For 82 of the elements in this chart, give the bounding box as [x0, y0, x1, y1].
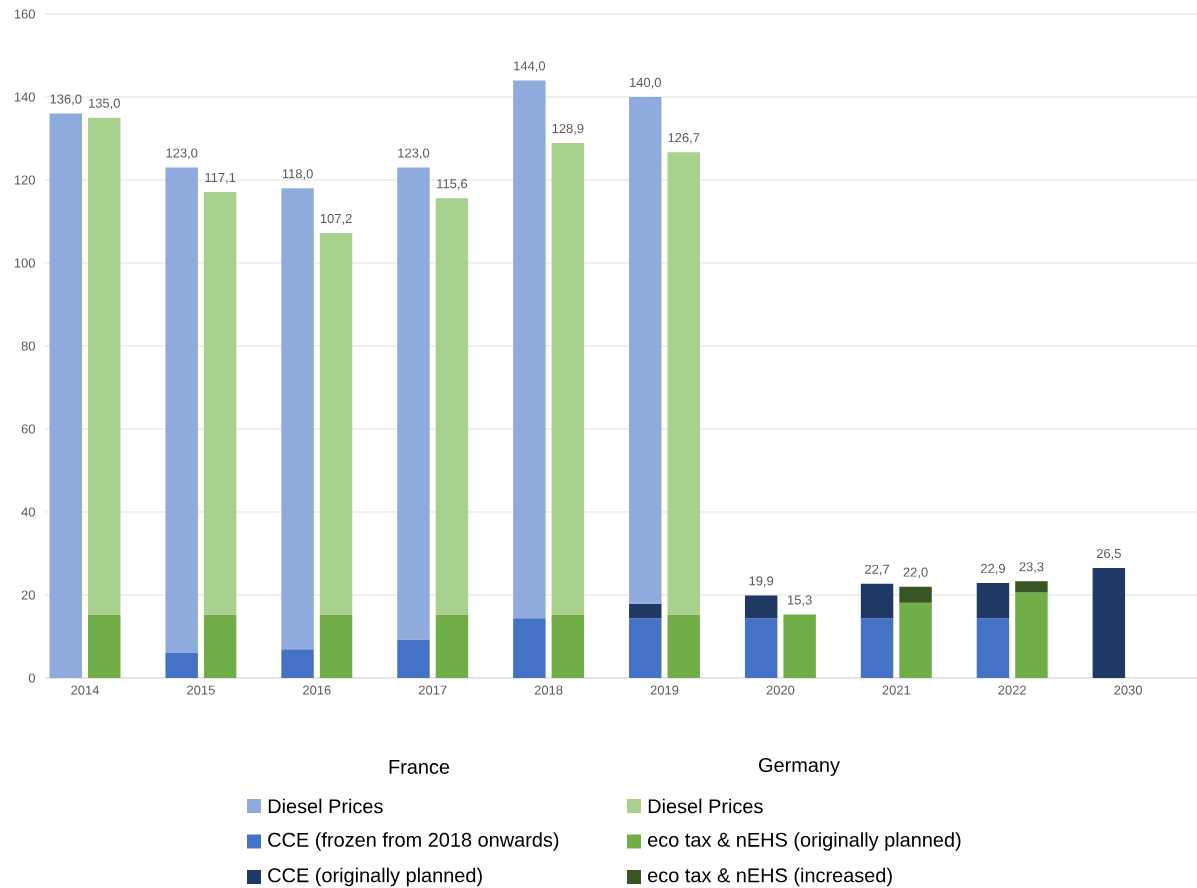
bar — [551, 143, 585, 615]
total-label: 123,0 — [398, 148, 430, 160]
bar — [899, 602, 932, 678]
bar — [667, 152, 700, 615]
bar — [203, 192, 237, 615]
bar — [976, 618, 1010, 678]
bar — [513, 80, 546, 619]
total-label: 107,2 — [320, 213, 352, 225]
total-label: 140,0 — [630, 77, 661, 89]
legend-label: eco tax & nEHS (increased) — [648, 867, 892, 887]
x-tick-label: 2020 — [766, 685, 795, 695]
y-tick-label: 120 — [14, 175, 35, 185]
total-label: 118,0 — [282, 169, 313, 180]
bar — [551, 614, 585, 678]
x-tick-label: 2022 — [998, 685, 1026, 695]
bar — [319, 233, 353, 615]
bar — [744, 618, 778, 678]
legend-title: France — [389, 760, 450, 774]
total-label: 135,0 — [89, 98, 120, 110]
bar — [744, 595, 778, 619]
bar — [860, 618, 894, 678]
bar — [281, 188, 314, 650]
x-tick-label: 2021 — [882, 685, 911, 695]
legend-label: CCE (originally planned) — [268, 867, 482, 887]
bar — [88, 117, 121, 615]
bar — [667, 614, 700, 678]
total-label: 22,0 — [903, 567, 928, 579]
total-label: 115,6 — [437, 179, 468, 190]
total-label: 26,5 — [1096, 548, 1121, 560]
x-tick-label: 2017 — [418, 685, 447, 695]
total-label: 144,0 — [514, 61, 546, 72]
bar — [629, 96, 662, 604]
y-tick-label: 80 — [21, 341, 35, 351]
bar — [435, 198, 469, 615]
legend-label: eco tax & nEHS (originally planned) — [648, 832, 961, 851]
legend-label: Diesel Prices — [268, 798, 383, 814]
legend-label: Diesel Prices — [648, 798, 763, 814]
y-tick-label: 100 — [14, 258, 35, 268]
total-label: 117,1 — [205, 173, 236, 184]
bar — [88, 614, 121, 678]
total-label: 22,7 — [865, 564, 890, 576]
x-tick-label: 2030 — [1114, 685, 1142, 695]
bar — [203, 614, 237, 678]
y-tick-label: 20 — [21, 590, 35, 600]
total-label: 136,0 — [50, 94, 82, 106]
bar — [513, 618, 546, 678]
x-tick-label: 2014 — [71, 685, 100, 695]
bar — [629, 618, 662, 678]
legend-label: CCE (frozen from 2018 onwards) — [268, 832, 559, 851]
y-tick-label: 0 — [28, 673, 35, 683]
x-tick-label: 2016 — [303, 685, 331, 695]
bar — [1015, 592, 1048, 678]
total-label: 22,9 — [981, 563, 1005, 575]
bar — [783, 614, 816, 678]
total-label: 15,3 — [788, 595, 812, 607]
y-tick-label: 140 — [14, 92, 35, 102]
total-label: 23,3 — [1019, 562, 1044, 573]
bar — [319, 614, 353, 678]
bar — [49, 113, 82, 678]
y-tick-label: 160 — [14, 9, 35, 19]
bar — [397, 167, 430, 640]
bar — [1092, 568, 1126, 678]
bar — [165, 653, 198, 678]
bar — [397, 639, 430, 678]
y-tick-label: 60 — [21, 424, 35, 434]
total-label: 19,9 — [749, 576, 774, 587]
total-label: 128,9 — [552, 123, 584, 135]
legend-title: Germany — [759, 757, 840, 777]
bar — [165, 167, 198, 654]
total-label: 126,7 — [668, 133, 700, 144]
bar — [1015, 581, 1048, 593]
bar — [281, 649, 314, 678]
bar — [435, 614, 469, 678]
bar — [899, 586, 932, 603]
x-tick-label: 2015 — [187, 685, 215, 695]
total-label: 123,0 — [166, 148, 198, 160]
bar — [860, 583, 894, 619]
x-tick-label: 2019 — [650, 685, 679, 695]
bar — [976, 582, 1010, 619]
bar — [629, 603, 662, 619]
y-tick-label: 40 — [21, 507, 35, 517]
x-tick-label: 2018 — [534, 685, 563, 695]
